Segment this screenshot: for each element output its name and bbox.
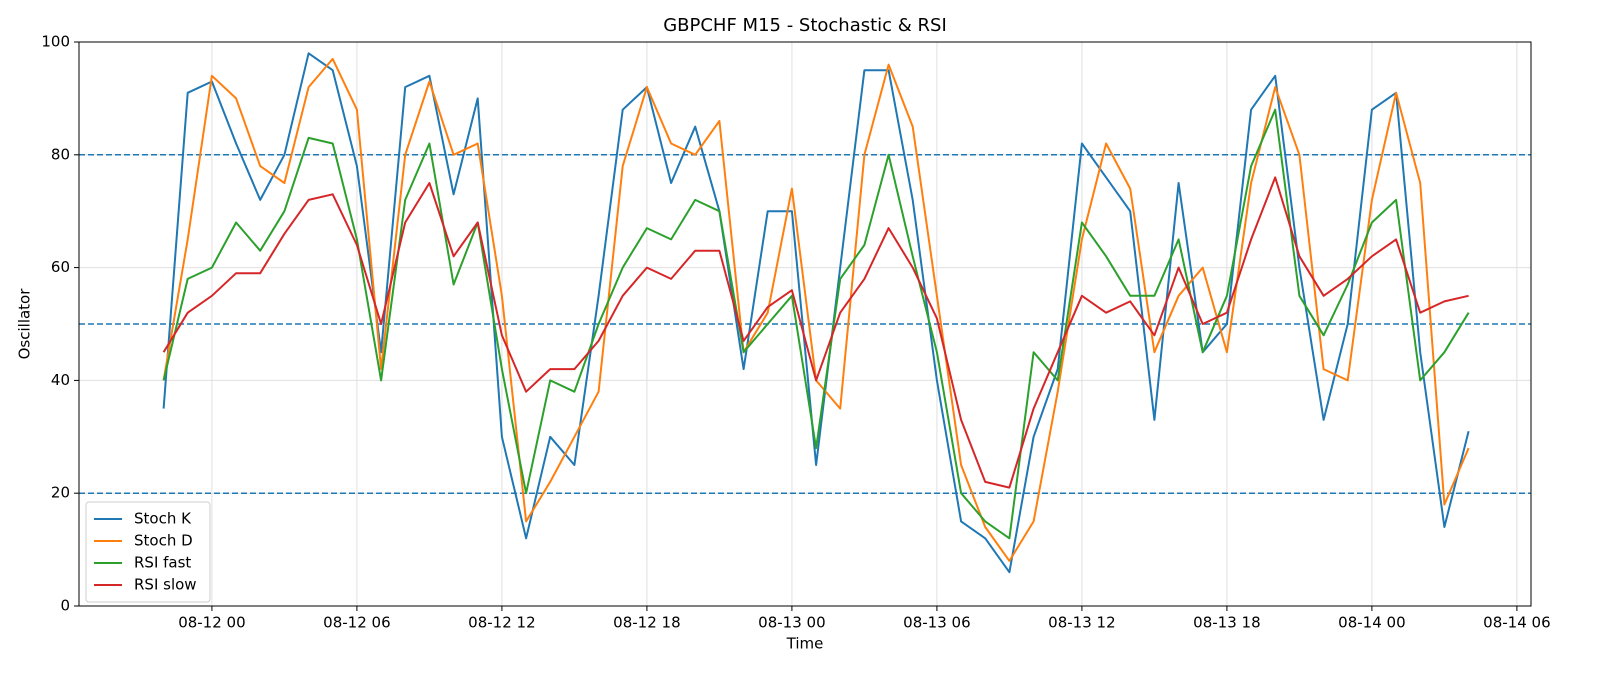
y-tick-label: 40 [51, 371, 70, 389]
legend-label: RSI slow [134, 576, 197, 594]
legend: Stoch K Stoch D RSI fast RSI slow [85, 501, 211, 603]
y-axis-label: Oscillator [16, 288, 34, 360]
y-tick-label: 0 [60, 597, 70, 615]
x-tick-label: 08-14 00 [1338, 614, 1405, 632]
legend-label: Stoch K [134, 510, 192, 528]
x-tick-label: 08-12 12 [468, 614, 535, 632]
series-line [162, 52, 1470, 574]
x-axis-label: Time [786, 635, 824, 653]
x-tick-label: 08-13 12 [1048, 614, 1115, 632]
x-tick-label: 08-12 00 [178, 614, 245, 632]
y-tick-label: 60 [51, 258, 70, 276]
y-tick-label: 20 [51, 484, 70, 502]
x-tick-label: 08-13 18 [1193, 614, 1260, 632]
chart-title: GBPCHF M15 - Stochastic & RSI [663, 15, 947, 36]
series-line [162, 176, 1469, 489]
x-tick-label: 08-13 06 [903, 614, 970, 632]
legend-label: Stoch D [134, 532, 193, 550]
x-tick-label: 08-12 06 [323, 614, 390, 632]
x-tick-label: 08-14 06 [1483, 614, 1550, 632]
y-tick-label: 80 [51, 145, 70, 163]
x-tick-label: 08-12 18 [613, 614, 680, 632]
plot-area: 08-12 00 08-12 06 08-12 12 08-12 18 08-13 00… [41, 33, 1550, 632]
x-tick-label: 08-13 00 [758, 614, 825, 632]
legend-box [85, 501, 211, 603]
legend-label: RSI fast [134, 554, 191, 572]
axes-frame [78, 41, 1532, 607]
series-line [162, 108, 1470, 540]
y-tick-label: 100 [41, 33, 70, 51]
